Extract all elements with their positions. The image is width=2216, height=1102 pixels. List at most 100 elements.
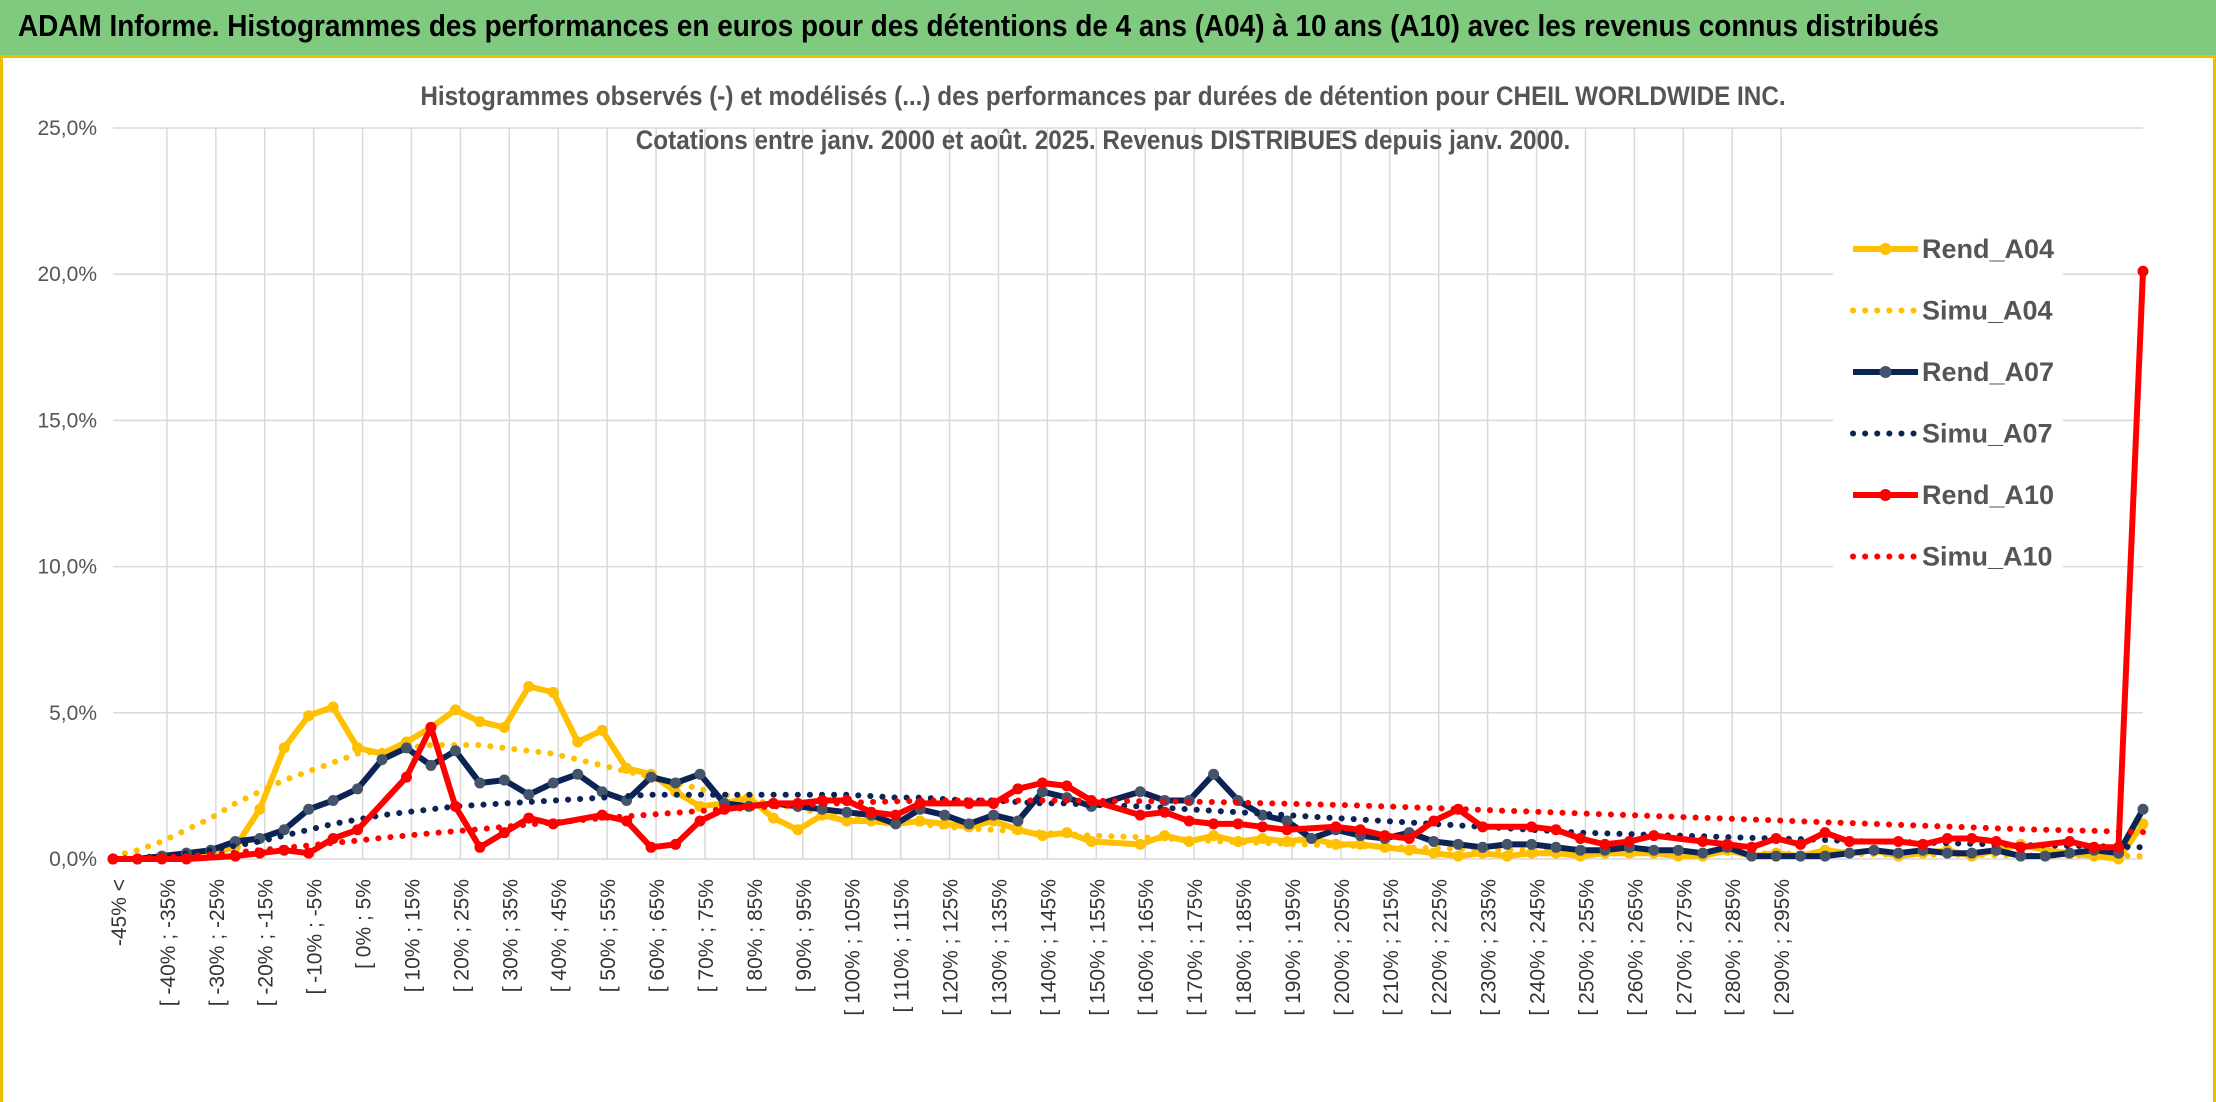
data-point (1746, 850, 1758, 862)
data-point (1697, 847, 1709, 859)
data-point (1868, 844, 1880, 856)
data-point (963, 818, 975, 830)
data-point (2137, 803, 2149, 815)
x-tick-label: [ 220% ; 225% (1429, 879, 1452, 1016)
data-point (841, 815, 853, 827)
data-point (327, 795, 339, 807)
x-tick-label: [ 150% ; 155% (1086, 879, 1109, 1016)
data-point (1036, 777, 1048, 789)
y-tick-label: 0,0% (49, 848, 97, 871)
data-point (498, 721, 510, 733)
data-point (449, 800, 461, 812)
data-point (547, 818, 559, 830)
data-point (645, 841, 657, 853)
data-point (1232, 835, 1244, 847)
x-tick-label: [ 130% ; 135% (988, 879, 1011, 1016)
x-tick-label: [ 160% ; 165% (1135, 879, 1158, 1016)
x-tick-label: [ 180% ; 185% (1233, 879, 1256, 1016)
data-point (694, 768, 706, 780)
x-tick-label: [ 30% ; 35% (499, 879, 522, 992)
data-point (1134, 838, 1146, 850)
data-point (2064, 835, 2076, 847)
data-point (278, 742, 290, 754)
data-point (1379, 841, 1391, 853)
data-point (1770, 833, 1782, 845)
data-point (278, 824, 290, 836)
data-point (1697, 835, 1709, 847)
data-point (2088, 841, 2100, 853)
x-tick-label: [ -20% ; -15% (255, 879, 278, 1006)
data-point (645, 771, 657, 783)
data-point (254, 803, 266, 815)
data-point (1795, 838, 1807, 850)
data-point (1183, 815, 1195, 827)
x-tick-label: [ 290% ; 295% (1771, 879, 1794, 1016)
data-point (1208, 768, 1220, 780)
x-tick-label: [ 170% ; 175% (1184, 879, 1207, 1016)
data-point (987, 809, 999, 821)
data-point (694, 815, 706, 827)
legend-label-simu_a07: Simu_A07 (1922, 419, 2053, 449)
data-point (1819, 850, 1831, 862)
legend-marker (1879, 489, 1892, 501)
x-tick-label: [ -30% ; -25% (206, 879, 229, 1006)
data-point (1574, 833, 1586, 845)
legend-label-rend_a07: Rend_A07 (1922, 357, 2054, 387)
data-point (1917, 838, 1929, 850)
data-point (2137, 265, 2149, 277)
data-point (425, 721, 437, 733)
data-point (474, 716, 486, 728)
data-point (547, 777, 559, 789)
data-point (1012, 815, 1024, 827)
data-point (449, 745, 461, 757)
data-point (523, 812, 535, 824)
x-tick-label: [ 260% ; 265% (1624, 879, 1647, 1016)
legend-label-simu_a04: Simu_A04 (1922, 296, 2053, 326)
data-point (327, 701, 339, 713)
data-point (2064, 847, 2076, 859)
data-point (1403, 833, 1415, 845)
data-point (596, 786, 608, 798)
data-point (1232, 818, 1244, 830)
legend-label-rend_a10: Rend_A10 (1922, 480, 2054, 510)
data-point (1648, 844, 1660, 856)
data-point (352, 824, 364, 836)
data-point (523, 789, 535, 801)
data-point (400, 742, 412, 754)
x-tick-label: [ 40% ; 45% (548, 879, 571, 992)
y-tick-label: 5,0% (49, 702, 97, 725)
data-point (547, 686, 559, 698)
y-tick-label: 15,0% (37, 409, 97, 432)
data-point (1770, 850, 1782, 862)
data-point (352, 783, 364, 795)
data-point (1159, 806, 1171, 818)
x-tick-label: [ -10% ; -5% (304, 879, 327, 995)
data-point (1354, 824, 1366, 836)
series-line-simu_a07 (110, 791, 2146, 862)
data-point (1574, 844, 1586, 856)
legend-marker (1879, 243, 1892, 255)
data-point (841, 806, 853, 818)
x-tick-label: [ 10% ; 15% (401, 879, 424, 992)
data-point (1501, 838, 1513, 850)
data-point (1379, 830, 1391, 842)
chart-area: 0,0% 5,0% 10,0% 15,0% 20,0% 25,0% -45% < [ -40%… (0, 58, 2216, 1102)
legend-marker (1879, 366, 1892, 378)
x-tick-label: [ 60% ; 65% (646, 879, 669, 992)
data-point (498, 774, 510, 786)
report-header: ADAM Informe. Histogrammes des performan… (0, 0, 2216, 58)
data-point (1795, 850, 1807, 862)
data-point (1208, 818, 1220, 830)
y-tick-label: 10,0% (37, 556, 97, 579)
data-point (1501, 850, 1513, 862)
x-tick-label: [ 20% ; 25% (450, 879, 473, 992)
data-point (303, 847, 315, 859)
report-title: ADAM Informe. Histogrammes des performan… (18, 8, 1940, 43)
data-point (425, 759, 437, 771)
data-point (1428, 835, 1440, 847)
data-point (767, 812, 779, 824)
data-point (1721, 838, 1733, 850)
data-point (1941, 833, 1953, 845)
series-markers-rend_a10 (107, 265, 2149, 865)
data-point (1623, 835, 1635, 847)
